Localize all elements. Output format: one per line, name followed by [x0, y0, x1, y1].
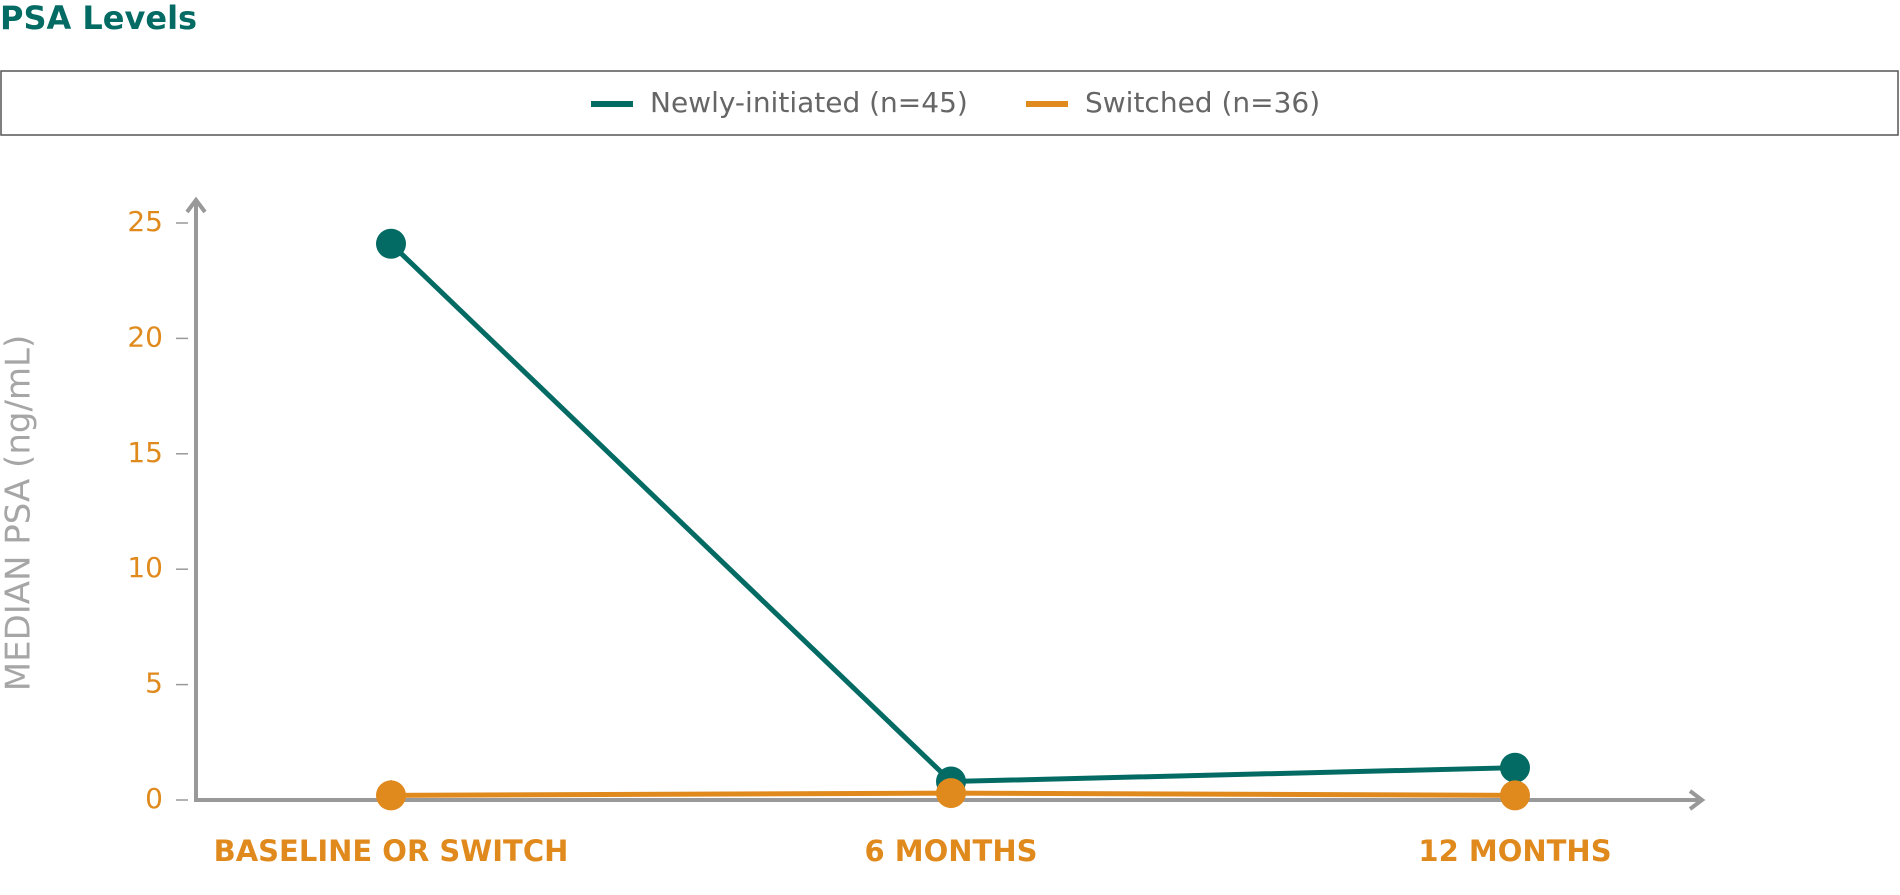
y-tick-label: 25: [127, 205, 163, 238]
legend-label: Newly-initiated (n=45): [650, 86, 968, 119]
x-axis-arrow: [1688, 789, 1706, 811]
data-point: [1500, 780, 1530, 811]
data-point: [376, 780, 406, 811]
legend-box: [0, 70, 1899, 136]
chart-title: PSA Levels: [0, 0, 197, 37]
data-point: [1500, 752, 1530, 783]
series-line: [389, 241, 1516, 785]
y-tick-label: 20: [127, 320, 163, 353]
x-tick-label: 12 MONTHS: [1418, 834, 1611, 868]
y-tick-label: 0: [145, 782, 163, 815]
data-point: [376, 228, 406, 259]
data-point: [936, 778, 966, 809]
y-tick-label: 5: [145, 667, 163, 700]
legend-label: Switched (n=36): [1085, 86, 1320, 119]
x-tick-label: 6 MONTHS: [865, 834, 1038, 868]
y-axis-label: MEDIAN PSA (ng/mL): [0, 335, 39, 692]
y-tick-label: 15: [127, 436, 163, 469]
y-tick-label: 10: [127, 551, 163, 584]
y-axis-arrow: [185, 196, 207, 214]
x-tick-label: BASELINE OR SWITCH: [214, 834, 569, 868]
